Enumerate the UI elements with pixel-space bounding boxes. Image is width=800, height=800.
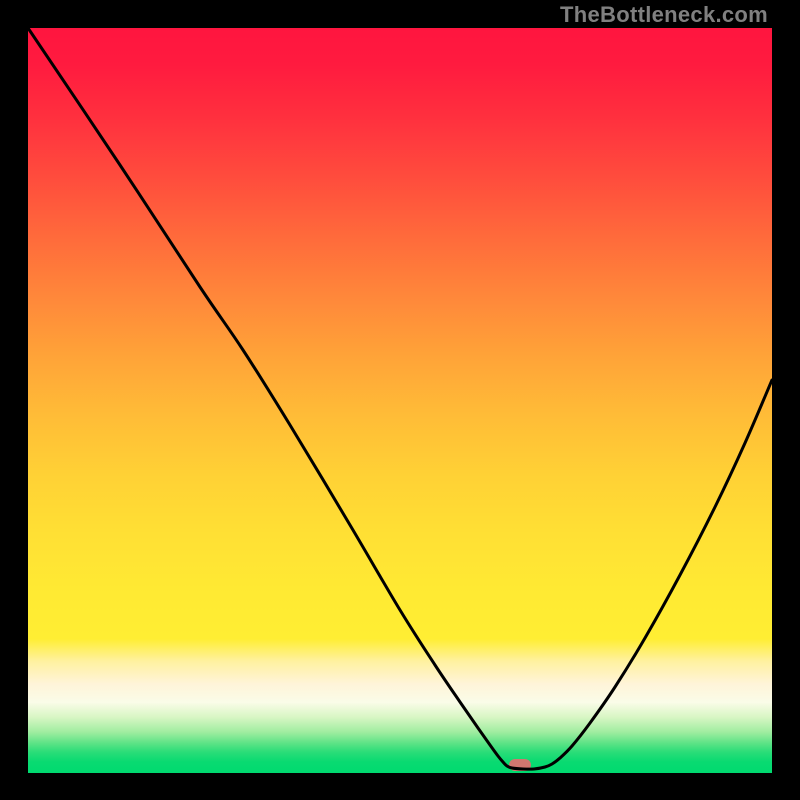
watermark-text: TheBottleneck.com	[560, 2, 768, 28]
gradient-background	[28, 28, 772, 773]
plot-area	[28, 28, 772, 773]
optimal-marker	[509, 759, 531, 771]
